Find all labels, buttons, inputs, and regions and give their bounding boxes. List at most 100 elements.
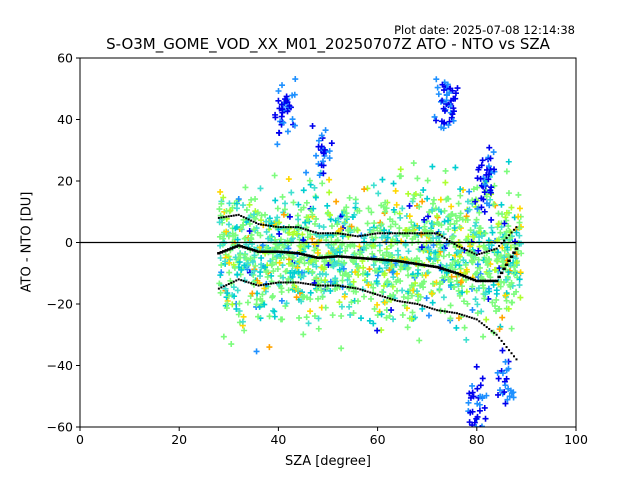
scatter-point [266, 344, 273, 351]
scatter-point [463, 336, 470, 343]
mean-profile-mark [502, 267, 506, 271]
scatter-point [503, 228, 510, 235]
scatter-point [231, 293, 238, 300]
mean-profile-mark [241, 245, 246, 249]
scatter-point [440, 247, 447, 254]
scatter-point [505, 305, 512, 312]
scatter-point [460, 298, 467, 305]
scatter-point [486, 288, 493, 295]
upper-profile-mark [408, 232, 411, 235]
mean-profile-mark [259, 250, 263, 253]
lower-profile-mark [277, 281, 280, 284]
chart-title: S-O3M_GOME_VOD_XX_M01_20250707Z ATO - NT… [106, 35, 550, 53]
scatter-point [390, 268, 397, 275]
scatter-point [275, 88, 282, 95]
scatter-point [435, 221, 442, 228]
mean-profile-mark [480, 279, 484, 283]
lower-profile-mark [284, 281, 287, 284]
scatter-point [279, 82, 286, 89]
scatter-point [258, 212, 265, 219]
scatter-point [361, 293, 368, 300]
lower-profile-mark [327, 284, 329, 287]
lower-profile-mark [401, 300, 404, 303]
upper-profile-mark [304, 228, 307, 231]
scatter-point [252, 208, 259, 215]
scatter-point [228, 341, 235, 348]
mean-profile-mark [301, 253, 305, 256]
scatter-point [510, 389, 517, 396]
scatter-point [291, 228, 298, 235]
scatter-point [309, 211, 316, 218]
scatter-point [335, 215, 342, 222]
lower-profile-mark [493, 331, 496, 334]
scatter-point [220, 231, 227, 238]
scatter-point [272, 197, 279, 204]
lower-profile-mark [314, 284, 317, 287]
scatter-point [233, 205, 240, 212]
scatter-point [450, 233, 457, 240]
scatter-point [477, 393, 484, 400]
scatter-point [289, 231, 296, 238]
scatter-point [340, 265, 347, 272]
lower-profile-mark [235, 279, 238, 282]
scatter-point [264, 273, 271, 280]
upper-profile-mark [292, 226, 295, 229]
lower-profile-mark [396, 299, 399, 302]
scatter-point [488, 184, 495, 191]
upper-profile-mark [262, 223, 265, 226]
scatter-point [516, 219, 523, 226]
scatter-point [447, 315, 454, 322]
mean-profile-mark [393, 259, 397, 263]
scatter-point [242, 184, 249, 191]
scatter-point [306, 177, 313, 184]
scatter-point [291, 122, 298, 129]
lower-profile-mark [470, 316, 473, 319]
scatter-point [496, 387, 503, 394]
scatter-point [322, 127, 329, 134]
mean-profile-mark [336, 255, 340, 258]
upper-profile-mark [237, 213, 240, 216]
upper-profile-mark [279, 226, 282, 229]
scatter-point [499, 347, 506, 354]
scatter-point [252, 262, 259, 269]
scatter-point [497, 229, 504, 236]
mean-profile-mark [492, 279, 496, 283]
scatter-point [435, 91, 442, 98]
scatter-point [268, 272, 275, 279]
scatter-point [376, 247, 383, 254]
scatter-point [286, 102, 293, 109]
scatter-point [352, 200, 359, 207]
scatter-point [241, 327, 248, 334]
upper-profile-mark [336, 232, 339, 235]
scatter-point [406, 202, 413, 209]
scatter-point [246, 228, 253, 235]
upper-profile-mark [411, 232, 414, 235]
scatter-point [474, 269, 481, 276]
scatter-point [451, 224, 458, 231]
scatter-point [432, 249, 439, 256]
upper-profile-mark [317, 232, 320, 235]
upper-profile-mark [379, 232, 382, 235]
lower-profile-mark [406, 301, 409, 304]
scatter-point [328, 140, 335, 147]
scatter-point [251, 252, 258, 259]
scatter-point [344, 276, 351, 283]
lower-profile-mark [485, 326, 488, 329]
mean-profile-mark [470, 277, 474, 281]
upper-profile-mark [505, 236, 508, 239]
scatter-point [387, 260, 394, 267]
scatter-point [247, 235, 254, 242]
scatter-point [315, 315, 322, 322]
scatter-point [424, 195, 431, 202]
scatter-point [328, 223, 335, 230]
scatter-point [412, 280, 419, 287]
scatter-point [386, 216, 393, 223]
scatter-point [477, 382, 484, 389]
scatter-point [512, 268, 519, 275]
scatter-point [381, 270, 388, 277]
scatter-point [225, 293, 232, 300]
scatter-point [346, 273, 353, 280]
upper-profile-mark [250, 219, 253, 222]
upper-profile-mark [265, 224, 267, 227]
mean-profile-mark [504, 263, 509, 267]
